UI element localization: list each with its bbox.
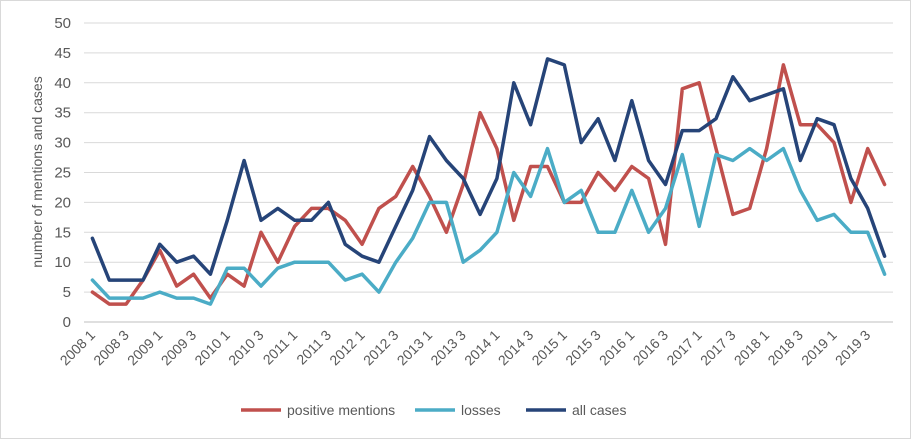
y-tick-label: 25 <box>54 165 71 182</box>
y-tick-label: 10 <box>54 254 71 271</box>
y-tick-label: 5 <box>63 284 71 301</box>
y-axis-label: number of mentions and cases <box>29 76 45 267</box>
y-tick-label: 30 <box>54 135 71 152</box>
legend: positive mentions losses all cases <box>241 402 626 418</box>
y-tick-label: 20 <box>54 194 71 211</box>
legend-label-losses: losses <box>461 402 501 418</box>
y-tick-label: 40 <box>54 75 71 92</box>
legend-label-all-cases: all cases <box>572 402 626 418</box>
y-tick-label: 50 <box>54 15 71 32</box>
y-axis-ticks: 0 5 10 15 20 25 30 35 40 45 50 <box>54 15 71 331</box>
y-tick-label: 15 <box>54 224 71 241</box>
series-line-losses <box>90 146 887 306</box>
series-line-all-cases <box>90 57 887 282</box>
y-tick-label: 0 <box>63 314 71 331</box>
y-tick-label: 45 <box>54 45 71 62</box>
series-lines <box>90 57 887 306</box>
gridlines <box>84 22 893 293</box>
y-tick-label: 35 <box>54 105 71 122</box>
legend-label-positive-mentions: positive mentions <box>287 402 395 418</box>
